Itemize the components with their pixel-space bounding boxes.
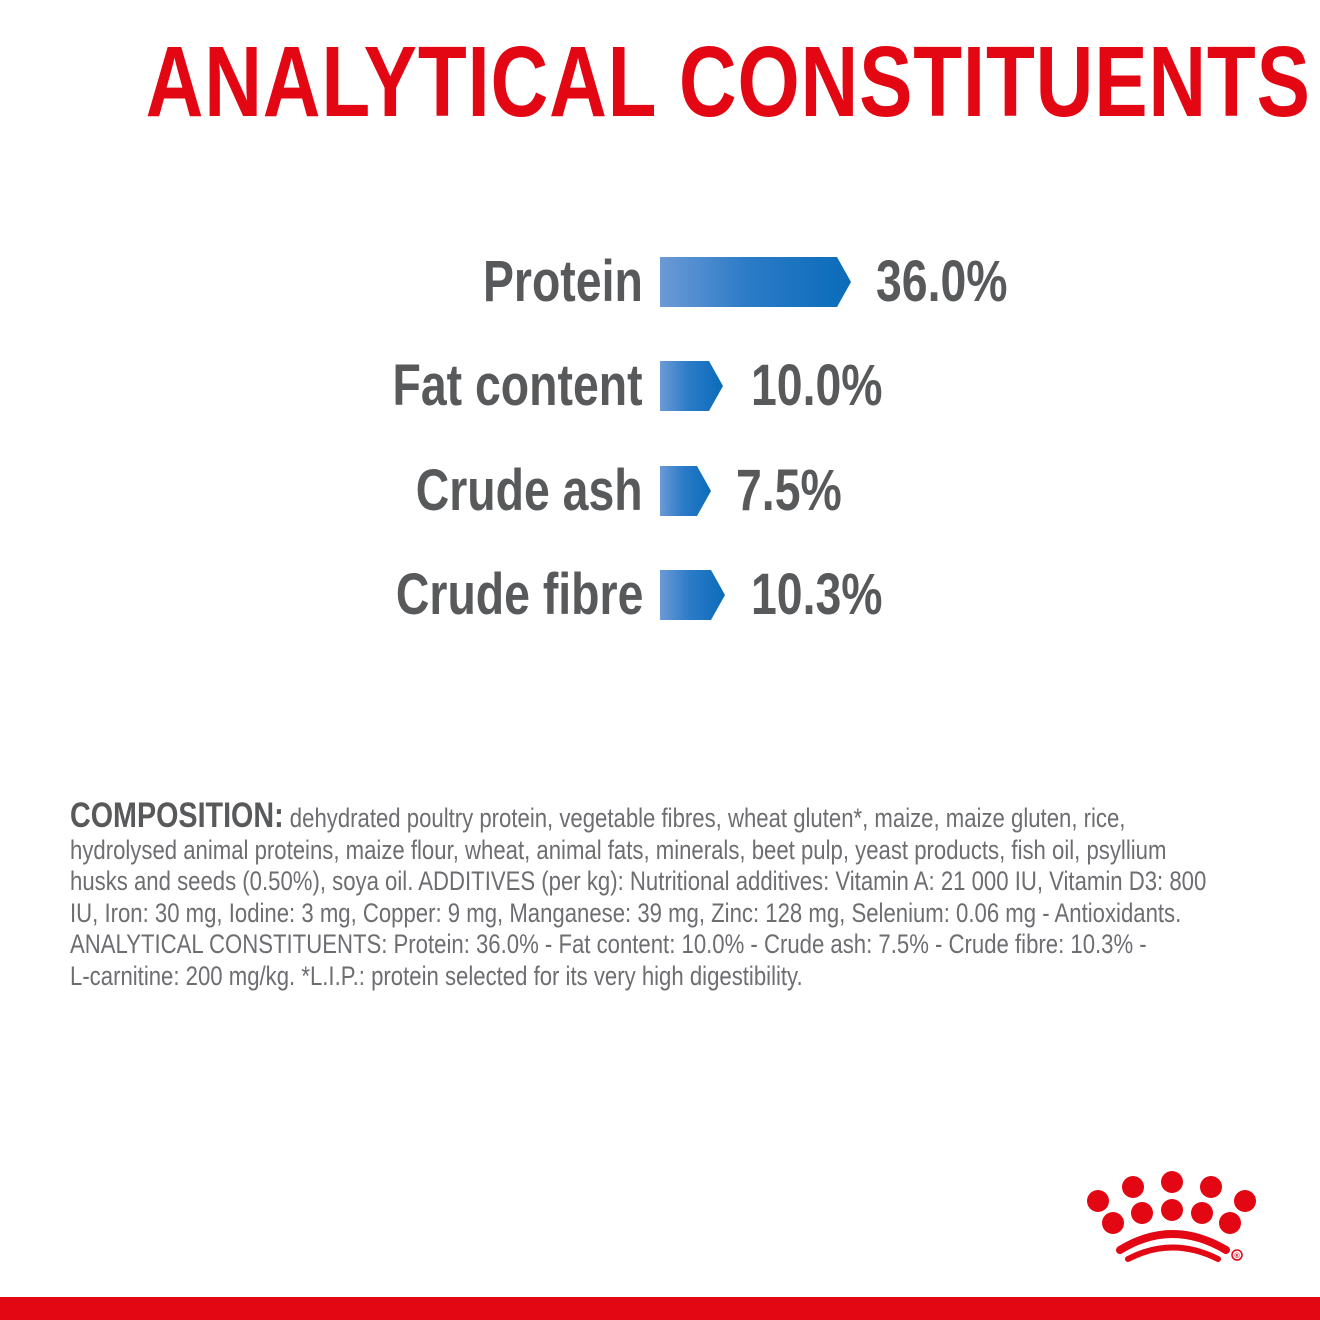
composition-line: ANALYTICAL CONSTITUENTS: Protein: 36.0% … xyxy=(70,929,1147,959)
composition-line: COMPOSITION: dehydrated poultry protein,… xyxy=(70,798,1125,835)
constituent-value: 10.3% xyxy=(751,562,883,627)
composition-line-text: dehydrated poultry protein, vegetable fi… xyxy=(283,803,1126,833)
constituent-row-protein: Protein 36.0% xyxy=(0,251,1320,313)
constituent-label: Crude fibre xyxy=(395,562,644,627)
constituent-bar xyxy=(660,257,851,307)
registered-mark: ® xyxy=(1234,1252,1240,1260)
constituent-bar xyxy=(660,466,711,516)
composition-line: husks and seeds (0.50%), soya oil. ADDIT… xyxy=(70,866,1207,896)
constituent-label: Protein xyxy=(483,249,643,314)
composition-line: IU, Iron: 30 mg, Iodine: 3 mg, Copper: 9… xyxy=(70,897,1182,928)
constituent-row-fibre: Crude fibre 10.3% xyxy=(0,564,1320,626)
constituent-row-ash: Crude ash 7.5% xyxy=(0,460,1320,522)
constituent-value: 10.0% xyxy=(751,353,883,418)
constituent-value: 7.5% xyxy=(736,458,842,523)
composition-text: COMPOSITION: dehydrated poultry protein,… xyxy=(70,798,1270,992)
crown-logo-icon: ® xyxy=(1087,1171,1256,1262)
composition-heading: COMPOSITION: xyxy=(70,796,284,835)
page-title-text: ANALYTICAL CONSTITUENTS xyxy=(145,26,1311,138)
constituent-bar xyxy=(660,361,723,411)
constituent-value: 36.0% xyxy=(876,249,1008,314)
constituent-bar xyxy=(660,570,725,620)
constituent-label: Fat content xyxy=(392,353,643,418)
constituent-row-fat: Fat content 10.0% xyxy=(0,355,1320,417)
page-title: ANALYTICAL CONSTITUENTS xyxy=(0,30,1320,134)
constituent-label: Crude ash xyxy=(416,458,643,523)
footer-red-bar xyxy=(0,1297,1320,1320)
composition-line: L-carnitine: 200 mg/kg. *L.I.P.: protein… xyxy=(70,960,803,991)
composition-line: hydrolysed animal proteins, maize flour,… xyxy=(70,834,1167,865)
